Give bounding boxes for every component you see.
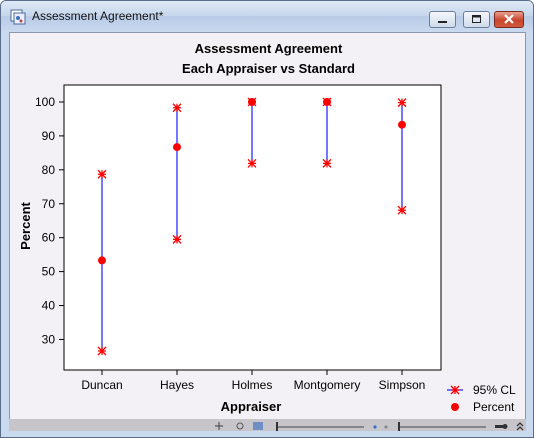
- title-bar[interactable]: Assessment Agreement*: [1, 1, 533, 31]
- chart-subtitle: Each Appraiser vs Standard: [182, 61, 355, 76]
- percent-point: [248, 97, 256, 106]
- ci-upper-marker: [97, 169, 107, 179]
- legend-ci-marker: [450, 385, 460, 395]
- y-tick-label: 40: [42, 299, 56, 313]
- ci-lower-marker: [97, 346, 107, 356]
- x-tick-label: Montgomery: [294, 378, 361, 392]
- status-bar: [9, 419, 526, 431]
- status-controls: [215, 422, 524, 431]
- legend-ci-label: 95% CL: [473, 383, 516, 397]
- ci-lower-marker: [322, 158, 332, 168]
- y-tick-label: 90: [42, 129, 56, 143]
- y-axis-label: Percent: [18, 201, 33, 249]
- y-tick-label: 100: [35, 95, 55, 109]
- ci-upper-marker: [397, 98, 407, 108]
- x-tick-label: Simpson: [379, 378, 426, 392]
- graph-window-icon: [10, 9, 26, 25]
- ci-lower-marker: [397, 205, 407, 215]
- legend-percent-marker: [451, 403, 459, 411]
- percent-point: [173, 143, 181, 152]
- chart-title: Assessment Agreement: [194, 41, 343, 56]
- minimize-icon: [438, 21, 447, 23]
- close-button[interactable]: [494, 11, 524, 28]
- page-dot-icons: [373, 425, 388, 429]
- y-tick-label: 60: [42, 231, 56, 245]
- zoom-slider[interactable]: [276, 422, 364, 431]
- x-tick-label: Duncan: [81, 378, 122, 392]
- x-axis-label: Appraiser: [221, 399, 282, 414]
- expand-icon[interactable]: [516, 422, 524, 431]
- chart: 30 40 50 60 70 80 90 100 Duncan Hayes Holmes Montgo…: [18, 84, 516, 414]
- y-tick-label: 30: [42, 332, 56, 346]
- window-title: Assessment Agreement*: [32, 9, 164, 23]
- scroll-slider[interactable]: [398, 422, 486, 431]
- close-icon: [504, 14, 514, 24]
- ci-lower-marker: [247, 158, 257, 168]
- pan-icon[interactable]: [215, 422, 223, 430]
- zoom-icon[interactable]: [236, 422, 244, 430]
- y-tick-label: 80: [42, 163, 56, 177]
- percent-point: [398, 120, 406, 129]
- maximize-button[interactable]: [463, 11, 490, 28]
- ci-upper-marker: [172, 103, 182, 113]
- legend-percent-label: Percent: [473, 400, 515, 414]
- key-icon[interactable]: [495, 424, 508, 429]
- percent-point: [98, 256, 106, 265]
- x-tick-label: Holmes: [232, 378, 273, 392]
- x-tick-label: Hayes: [160, 378, 194, 392]
- y-tick-label: 70: [42, 197, 56, 211]
- minimize-button[interactable]: [429, 11, 456, 28]
- maximize-icon: [472, 15, 481, 23]
- graph-area: Assessment Agreement Each Appraiser vs S…: [9, 32, 526, 420]
- y-tick-label: 50: [42, 265, 56, 279]
- percent-point: [323, 97, 331, 106]
- ci-lower-marker: [172, 234, 182, 244]
- color-swatch-icon[interactable]: [253, 422, 263, 430]
